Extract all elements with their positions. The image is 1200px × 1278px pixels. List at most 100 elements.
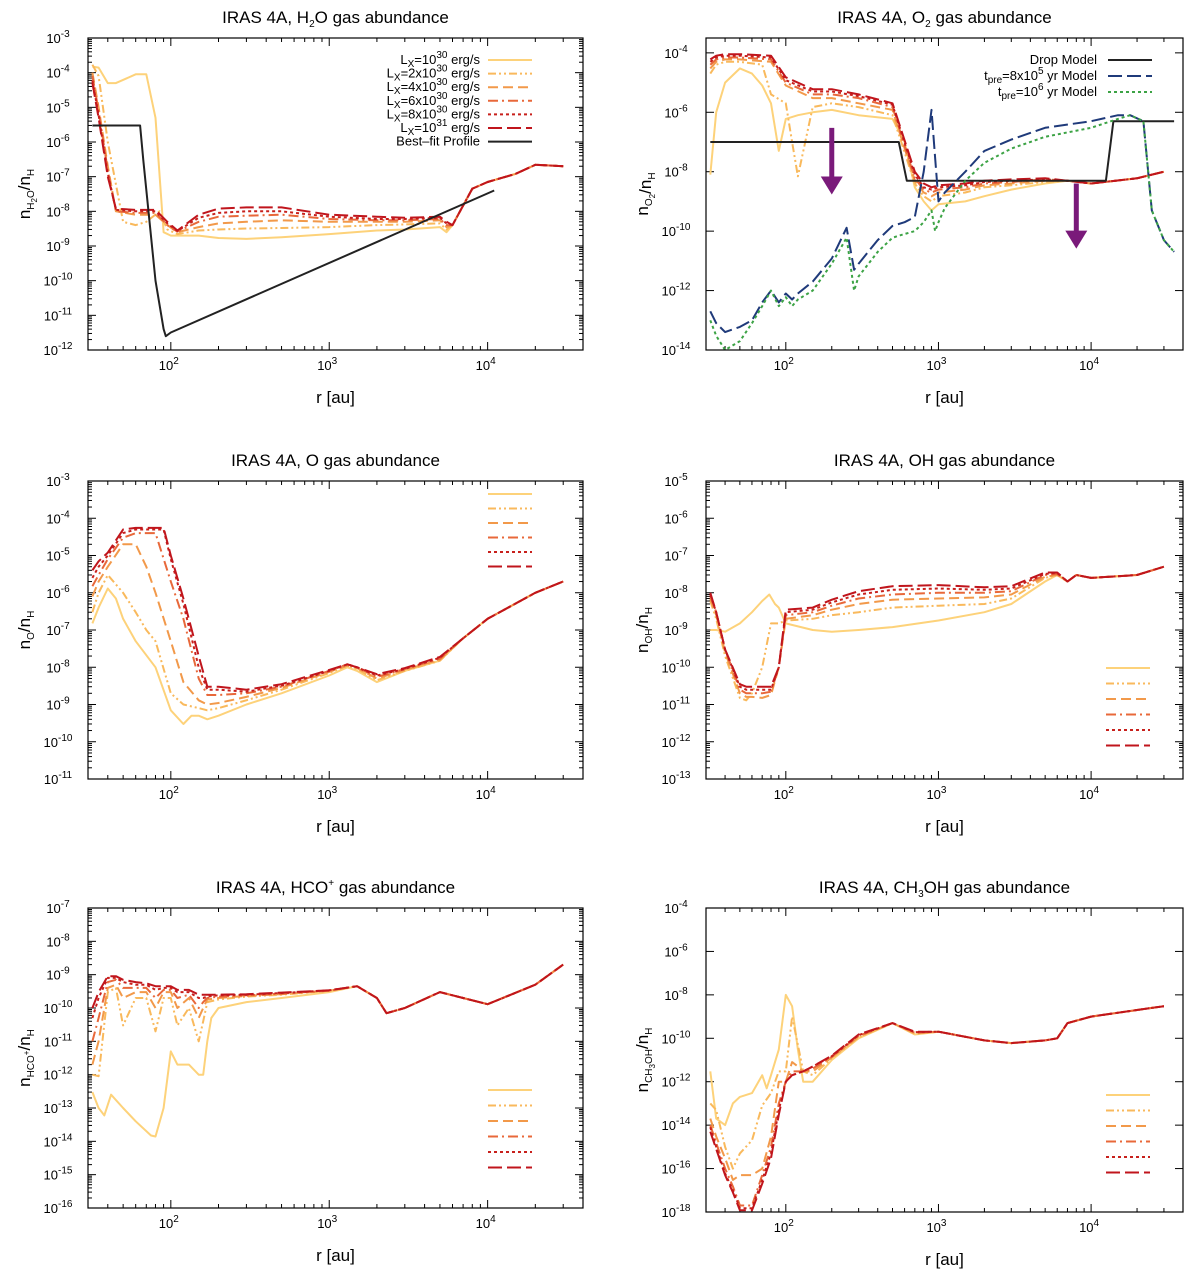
y-tick-label: 10-12	[662, 282, 691, 299]
x-tick-label: 103	[926, 356, 946, 373]
series-group	[709, 53, 1175, 350]
y-tick-label: 10-3	[46, 472, 70, 489]
y-tick-label: 10-7	[664, 547, 688, 564]
x-tick-label: 102	[159, 1214, 179, 1231]
x-tick-label: 104	[1079, 356, 1099, 373]
series-line-4	[91, 75, 564, 233]
x-tick-label: 102	[159, 356, 179, 373]
y-axis-label: nH2O/nH	[15, 169, 39, 219]
series-line-1	[709, 67, 1165, 212]
legend-label: LX=1030 erg/s	[400, 50, 480, 70]
x-axis-label: r [au]	[925, 817, 964, 836]
x-axis-label: r [au]	[316, 817, 355, 836]
y-tick-label: 10-12	[44, 341, 73, 358]
series-line-4	[91, 532, 564, 696]
y-tick-label: 10-4	[46, 64, 70, 81]
y-tick-label: 10-10	[662, 1029, 691, 1046]
legend-label: LX=1031 erg/s	[400, 118, 480, 138]
y-tick-label: 10-8	[46, 202, 70, 219]
y-tick-label: 10-8	[664, 986, 688, 1003]
series-line-6	[91, 82, 564, 232]
y-tick-label: 10-6	[664, 942, 688, 959]
panel-title: IRAS 4A, O2 gas abundance	[837, 8, 1051, 30]
x-tick-label: 103	[317, 356, 337, 373]
legend-label: Drop Model	[1030, 52, 1097, 67]
y-tick-label: 10-4	[664, 899, 688, 916]
y-tick-label: 10-7	[46, 168, 70, 185]
x-tick-label: 104	[1079, 785, 1099, 802]
x-tick-label: 103	[926, 785, 946, 802]
series-line-2	[92, 963, 564, 1078]
x-tick-label: 102	[774, 785, 794, 802]
series-line-2	[709, 565, 1165, 702]
series-line-3	[91, 543, 564, 706]
plot-frame	[705, 907, 1184, 1213]
y-tick-label: 10-6	[46, 584, 70, 601]
x-tick-label: 103	[317, 785, 337, 802]
y-axis-label: nOH/nH	[633, 607, 655, 653]
series-line-8	[709, 108, 1175, 334]
panel-title: IRAS 4A, O gas abundance	[231, 451, 440, 470]
panel-title: IRAS 4A, H2O gas abundance	[222, 8, 449, 30]
y-tick-label: 10-8	[664, 584, 688, 601]
series-line-2	[709, 60, 1165, 203]
panel-title: IRAS 4A, HCO+ gas abundance	[216, 878, 455, 897]
series-line-6	[709, 565, 1165, 688]
panel-ch3oh: IRAS 4A, CH3OH gas abundance nCH3OH/nH r […	[633, 878, 1184, 1269]
series-line-5	[91, 80, 564, 232]
y-tick-label: 10-7	[46, 899, 70, 916]
series-line-6	[91, 526, 564, 691]
series-line-1	[91, 580, 564, 725]
x-tick-label: 104	[476, 1214, 496, 1231]
y-axis-label: nO/nH	[15, 611, 37, 650]
x-tick-label: 104	[476, 356, 496, 373]
series-line-4	[91, 963, 564, 1042]
y-tick-label: 10-8	[664, 163, 688, 180]
panel-hco: IRAS 4A, HCO+ gas abundance nHCO+/nH r [au…	[15, 878, 584, 1265]
y-tick-label: 10-9	[46, 966, 70, 983]
y-tick-label: 10-16	[662, 1160, 691, 1177]
y-tick-label: 10-11	[44, 770, 73, 787]
y-tick-label: 10-12	[662, 1073, 691, 1090]
x-tick-label: 102	[159, 785, 179, 802]
y-tick-label: 10-6	[664, 509, 688, 526]
legend	[488, 493, 532, 568]
panel-title: IRAS 4A, CH3OH gas abundance	[819, 878, 1070, 900]
series-group	[709, 993, 1165, 1212]
y-tick-label: 10-10	[662, 658, 691, 675]
x-axis-label: r [au]	[925, 388, 964, 407]
panel-h2o: IRAS 4A, H2O gas abundance nH2O/nH r [au] 1…	[15, 8, 584, 407]
series-line-6	[709, 1005, 1165, 1212]
plot-frame	[87, 480, 584, 780]
legend: LX=1030 erg/sLX=2x1030 erg/sLX=4x1030 er…	[387, 50, 532, 149]
y-tick-label: 10-13	[44, 1099, 73, 1116]
y-tick-label: 10-10	[44, 733, 73, 750]
x-axis-label: r [au]	[316, 1246, 355, 1265]
x-axis-label: r [au]	[316, 388, 355, 407]
legend-label: LX=6x1030 erg/s	[387, 91, 481, 111]
series-line-3	[91, 963, 564, 1065]
y-tick-label: 10-4	[664, 44, 688, 61]
panel-oh: IRAS 4A, OH gas abundance nOH/nH r [au] 102…	[633, 451, 1184, 836]
series-line-3	[709, 565, 1165, 699]
y-tick-label: 10-8	[46, 932, 70, 949]
y-tick-label: 10-5	[664, 472, 688, 489]
series-line-2	[91, 64, 564, 236]
y-tick-label: 10-8	[46, 658, 70, 675]
x-tick-label: 104	[1079, 1218, 1099, 1235]
legend-label: LX=4x1030 erg/s	[387, 77, 481, 97]
panel-o: IRAS 4A, O gas abundance nO/nH r [au] 102 10…	[15, 451, 584, 836]
x-tick-label: 102	[774, 1218, 794, 1235]
series-line-7	[92, 124, 495, 338]
plot-frame	[87, 37, 584, 351]
panel-title: IRAS 4A, OH gas abundance	[834, 451, 1055, 470]
y-tick-label: 10-6	[46, 133, 70, 150]
legend	[1106, 1094, 1150, 1174]
y-tick-label: 10-10	[44, 272, 73, 289]
series-line-9	[709, 114, 1175, 350]
y-tick-label: 10-6	[664, 103, 688, 120]
x-tick-label: 104	[476, 785, 496, 802]
series-line-5	[709, 1005, 1165, 1210]
